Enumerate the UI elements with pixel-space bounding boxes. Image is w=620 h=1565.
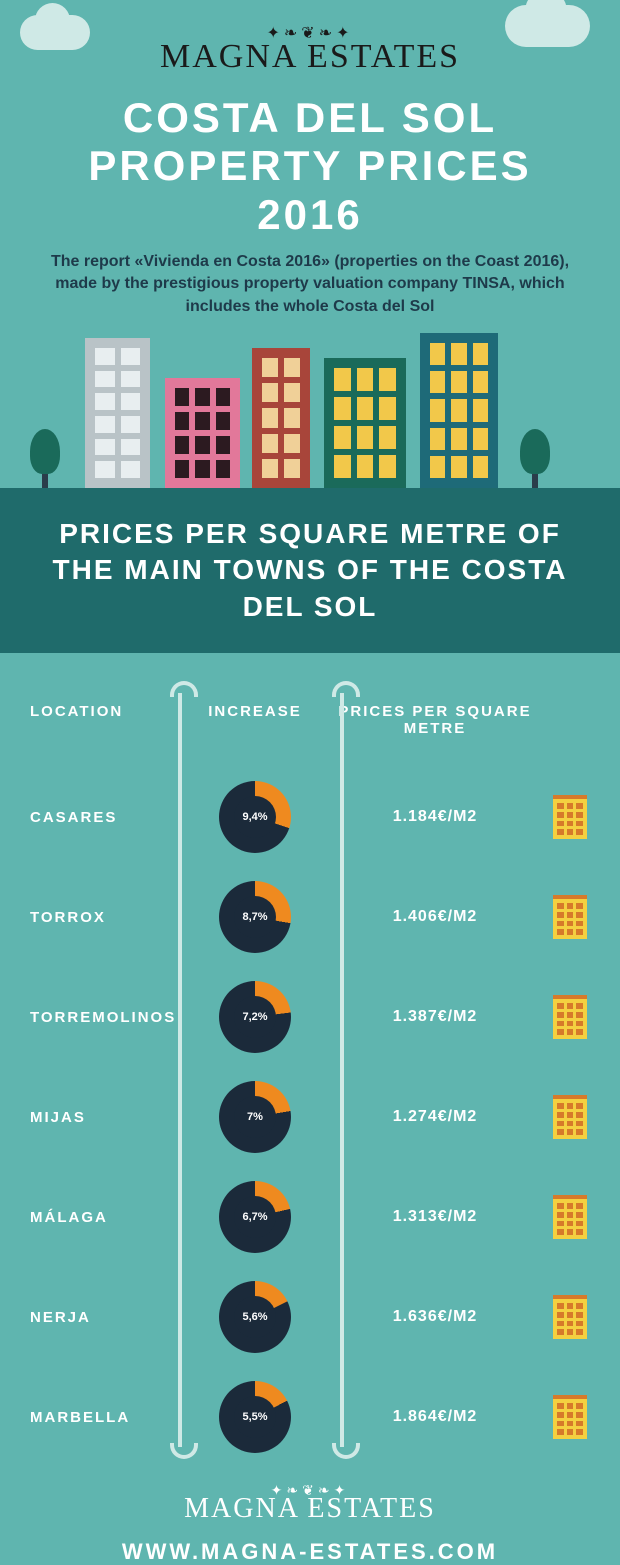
building-icon: [252, 348, 310, 488]
skyline-illustration: [0, 328, 620, 488]
increase-value: 9,4%: [234, 796, 276, 838]
price-value: 1.406€/M2: [330, 908, 540, 926]
building-icon: [420, 333, 498, 488]
tree-icon: [30, 429, 60, 488]
price-value: 1.636€/M2: [330, 1308, 540, 1326]
increase-donut: 6,7%: [180, 1181, 330, 1253]
building-icon: [85, 338, 150, 488]
building-small-icon: [540, 1395, 600, 1439]
table-row: MARBELLA 5,5% 1.864€/M2: [20, 1367, 600, 1467]
increase-value: 7,2%: [234, 996, 276, 1038]
price-value: 1.184€/M2: [330, 808, 540, 826]
location-label: MIJAS: [20, 1109, 180, 1126]
cloud-decor: [20, 15, 90, 50]
increase-donut: 8,7%: [180, 881, 330, 953]
location-label: NERJA: [20, 1309, 180, 1326]
column-divider: [178, 693, 182, 1447]
increase-value: 5,5%: [234, 1396, 276, 1438]
building-icon: [165, 378, 240, 488]
building-icon: [324, 358, 406, 488]
section-heading: PRICES PER SQUARE METRE OF THE MAIN TOWN…: [0, 488, 620, 653]
location-label: MÁLAGA: [20, 1209, 180, 1226]
tree-icon: [520, 429, 550, 488]
col-increase: INCREASE: [180, 703, 330, 737]
table-row: TORROX 8,7% 1.406€/M2: [20, 867, 600, 967]
building-small-icon: [540, 995, 600, 1039]
table-row: CASARES 9,4% 1.184€/M2: [20, 767, 600, 867]
increase-value: 7%: [234, 1096, 276, 1138]
increase-donut: 7%: [180, 1081, 330, 1153]
increase-value: 6,7%: [234, 1196, 276, 1238]
price-value: 1.274€/M2: [330, 1108, 540, 1126]
price-value: 1.387€/M2: [330, 1008, 540, 1026]
increase-donut: 5,6%: [180, 1281, 330, 1353]
location-label: CASARES: [20, 809, 180, 826]
table-row: NERJA 5,6% 1.636€/M2: [20, 1267, 600, 1367]
footer: ✦❧❦❧✦ MAGNA ESTATES WWW.MAGNA-ESTATES.CO…: [0, 1477, 620, 1565]
building-small-icon: [540, 895, 600, 939]
col-location: LOCATION: [20, 703, 180, 737]
increase-donut: 5,5%: [180, 1381, 330, 1453]
increase-value: 5,6%: [234, 1296, 276, 1338]
increase-value: 8,7%: [234, 896, 276, 938]
building-small-icon: [540, 1295, 600, 1339]
building-small-icon: [540, 1095, 600, 1139]
column-divider: [340, 693, 344, 1447]
intro-text: The report «Vivienda en Costa 2016» (pro…: [0, 251, 620, 328]
increase-donut: 7,2%: [180, 981, 330, 1053]
footer-url: WWW.MAGNA-ESTATES.COM: [0, 1539, 620, 1565]
building-small-icon: [540, 1195, 600, 1239]
price-value: 1.864€/M2: [330, 1408, 540, 1426]
table-row: TORREMOLINOS 7,2% 1.387€/M2: [20, 967, 600, 1067]
location-label: MARBELLA: [20, 1409, 180, 1426]
cloud-decor: [505, 5, 590, 47]
footer-brand: MAGNA ESTATES: [0, 1493, 620, 1539]
col-price: PRICES PER SQUARE METRE: [330, 703, 540, 737]
increase-donut: 9,4%: [180, 781, 330, 853]
location-label: TORROX: [20, 909, 180, 926]
page-title: COSTA DEL SOL PROPERTY PRICES 2016: [0, 76, 620, 251]
location-label: TORREMOLINOS: [20, 1009, 180, 1026]
table-row: MÁLAGA 6,7% 1.313€/M2: [20, 1167, 600, 1267]
price-table: LOCATION INCREASE PRICES PER SQUARE METR…: [0, 653, 620, 1477]
building-small-icon: [540, 795, 600, 839]
table-header-row: LOCATION INCREASE PRICES PER SQUARE METR…: [20, 683, 600, 767]
table-row: MIJAS 7% 1.274€/M2: [20, 1067, 600, 1167]
price-value: 1.313€/M2: [330, 1208, 540, 1226]
